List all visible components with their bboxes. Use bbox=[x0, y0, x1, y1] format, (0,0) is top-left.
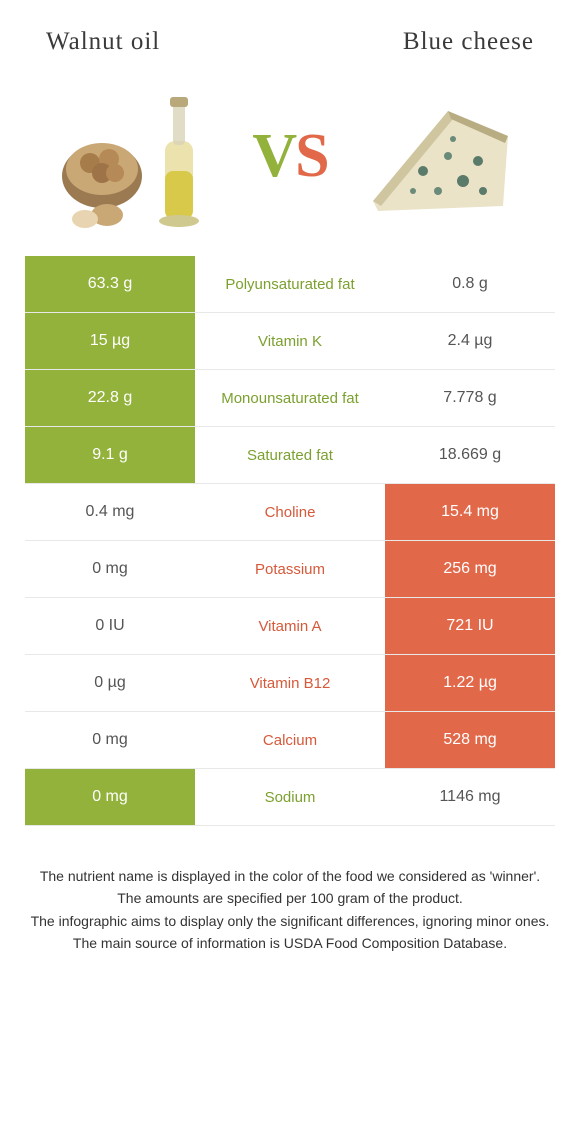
food-left-title: Walnut oil bbox=[46, 28, 160, 56]
left-value: 0 IU bbox=[25, 598, 195, 654]
footnotes: The nutrient name is displayed in the co… bbox=[30, 866, 550, 953]
vs-s-letter: S bbox=[295, 122, 327, 190]
nutrient-name: Polyunsaturated fat bbox=[195, 256, 385, 312]
footnote-line: The main source of information is USDA F… bbox=[30, 933, 550, 953]
nutrient-name: Vitamin B12 bbox=[195, 655, 385, 711]
table-row: 0 IUVitamin A721 IU bbox=[25, 598, 555, 655]
footnote-line: The amounts are specified per 100 gram o… bbox=[30, 888, 550, 908]
vs-v-letter: V bbox=[252, 122, 295, 190]
left-value: 0 µg bbox=[25, 655, 195, 711]
nutrient-name: Saturated fat bbox=[195, 427, 385, 483]
right-value: 528 mg bbox=[385, 712, 555, 768]
right-value: 15.4 mg bbox=[385, 484, 555, 540]
table-row: 15 µgVitamin K2.4 µg bbox=[25, 313, 555, 370]
right-value: 1.22 µg bbox=[385, 655, 555, 711]
right-value: 18.669 g bbox=[385, 427, 555, 483]
vs-label: VS bbox=[252, 121, 327, 192]
right-value: 2.4 µg bbox=[385, 313, 555, 369]
nutrient-name: Monounsaturated fat bbox=[195, 370, 385, 426]
nutrient-name: Sodium bbox=[195, 769, 385, 825]
left-value: 0 mg bbox=[25, 712, 195, 768]
right-value: 7.778 g bbox=[385, 370, 555, 426]
nutrient-name: Potassium bbox=[195, 541, 385, 597]
table-row: 0.4 mgCholine15.4 mg bbox=[25, 484, 555, 541]
footnote-line: The nutrient name is displayed in the co… bbox=[30, 866, 550, 886]
header: Walnut oil Blue cheese bbox=[0, 0, 580, 66]
left-value: 22.8 g bbox=[25, 370, 195, 426]
left-value: 0 mg bbox=[25, 769, 195, 825]
table-row: 9.1 gSaturated fat18.669 g bbox=[25, 427, 555, 484]
right-value: 721 IU bbox=[385, 598, 555, 654]
left-value: 9.1 g bbox=[25, 427, 195, 483]
blue-cheese-image bbox=[348, 81, 528, 231]
right-value: 256 mg bbox=[385, 541, 555, 597]
walnut-oil-image bbox=[52, 81, 232, 231]
hero-row: VS bbox=[0, 66, 580, 256]
right-value: 1146 mg bbox=[385, 769, 555, 825]
nutrient-name: Choline bbox=[195, 484, 385, 540]
table-row: 0 µgVitamin B121.22 µg bbox=[25, 655, 555, 712]
right-value: 0.8 g bbox=[385, 256, 555, 312]
nutrient-name: Vitamin A bbox=[195, 598, 385, 654]
nutrient-table: 63.3 gPolyunsaturated fat0.8 g15 µgVitam… bbox=[25, 256, 555, 826]
footnote-line: The infographic aims to display only the… bbox=[30, 911, 550, 931]
table-row: 0 mgPotassium256 mg bbox=[25, 541, 555, 598]
table-row: 0 mgSodium1146 mg bbox=[25, 769, 555, 826]
nutrient-name: Calcium bbox=[195, 712, 385, 768]
nutrient-name: Vitamin K bbox=[195, 313, 385, 369]
left-value: 15 µg bbox=[25, 313, 195, 369]
food-right-title: Blue cheese bbox=[403, 28, 534, 56]
left-value: 63.3 g bbox=[25, 256, 195, 312]
table-row: 63.3 gPolyunsaturated fat0.8 g bbox=[25, 256, 555, 313]
left-value: 0 mg bbox=[25, 541, 195, 597]
table-row: 0 mgCalcium528 mg bbox=[25, 712, 555, 769]
left-value: 0.4 mg bbox=[25, 484, 195, 540]
table-row: 22.8 gMonounsaturated fat7.778 g bbox=[25, 370, 555, 427]
